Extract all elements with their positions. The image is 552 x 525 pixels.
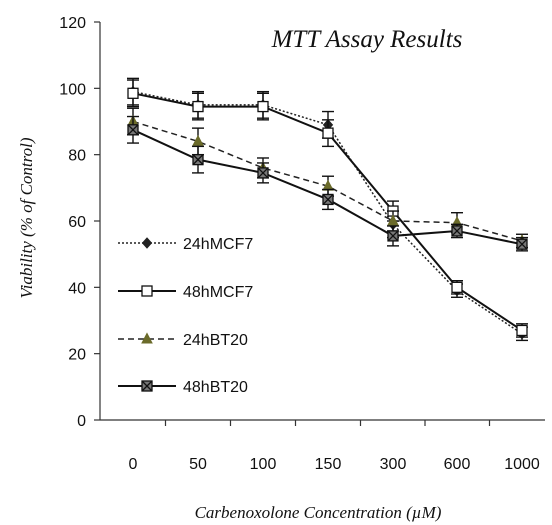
x-tick-label: 600 xyxy=(444,456,471,473)
legend-marker xyxy=(141,332,153,344)
y-tick-label: 0 xyxy=(77,413,86,430)
data-point xyxy=(387,214,399,226)
legend-item: 48hMCF7 xyxy=(118,284,253,301)
y-tick-label: 20 xyxy=(68,347,86,364)
data-point xyxy=(451,281,463,293)
y-axis-ticks: 0 20 40 60 80 100 120 xyxy=(59,15,100,430)
legend-label: 48hMCF7 xyxy=(183,284,253,301)
x-tick-label: 300 xyxy=(380,456,407,473)
chart-title: MTT Assay Results xyxy=(271,26,463,53)
y-tick-label: 80 xyxy=(68,148,86,165)
x-axis-label: Carbenoxolone Concentration (µM) xyxy=(195,503,442,522)
data-point xyxy=(387,230,399,242)
x-tick-label: 50 xyxy=(189,456,207,473)
y-tick-label: 120 xyxy=(59,15,86,32)
x-tick-label: 100 xyxy=(250,456,277,473)
legend-label: 24hMCF7 xyxy=(183,236,253,253)
x-tick-label: 1000 xyxy=(504,456,540,473)
x-axis-ticks: 0 50 100 150 300 600 1000 xyxy=(129,420,540,473)
data-point xyxy=(192,153,204,166)
x-tick-label: 0 xyxy=(129,456,138,473)
legend-item: 24hMCF7 xyxy=(118,236,253,253)
data-point xyxy=(257,167,269,179)
legend-marker xyxy=(141,380,153,392)
axes xyxy=(99,22,545,421)
data-point xyxy=(257,100,269,113)
legend-label: 48hBT20 xyxy=(183,379,248,396)
data-point xyxy=(516,238,528,250)
data-point xyxy=(322,127,334,139)
data-point xyxy=(516,324,528,337)
data-point xyxy=(127,124,139,136)
y-tick-label: 40 xyxy=(68,280,86,297)
legend-item: 24hBT20 xyxy=(118,332,248,349)
data-point xyxy=(451,225,463,237)
series-layer xyxy=(127,77,528,342)
x-tick-label: 150 xyxy=(315,456,342,473)
legend-label: 24hBT20 xyxy=(183,332,248,349)
y-axis-label: Viability (% of Control) xyxy=(17,137,36,298)
legend: 24hMCF7 48hMCF7 24hBT20 48hBT20 xyxy=(118,236,253,396)
series-48hBT20 xyxy=(127,115,528,252)
data-point xyxy=(322,193,334,206)
legend-item: 48hBT20 xyxy=(118,379,248,396)
data-point xyxy=(192,100,204,113)
legend-marker xyxy=(141,237,153,249)
y-tick-label: 100 xyxy=(59,81,86,98)
y-tick-label: 60 xyxy=(68,214,86,231)
legend-marker xyxy=(141,285,153,297)
series-48hMCF7 xyxy=(127,79,528,338)
data-point xyxy=(127,87,139,99)
data-point xyxy=(192,134,204,146)
